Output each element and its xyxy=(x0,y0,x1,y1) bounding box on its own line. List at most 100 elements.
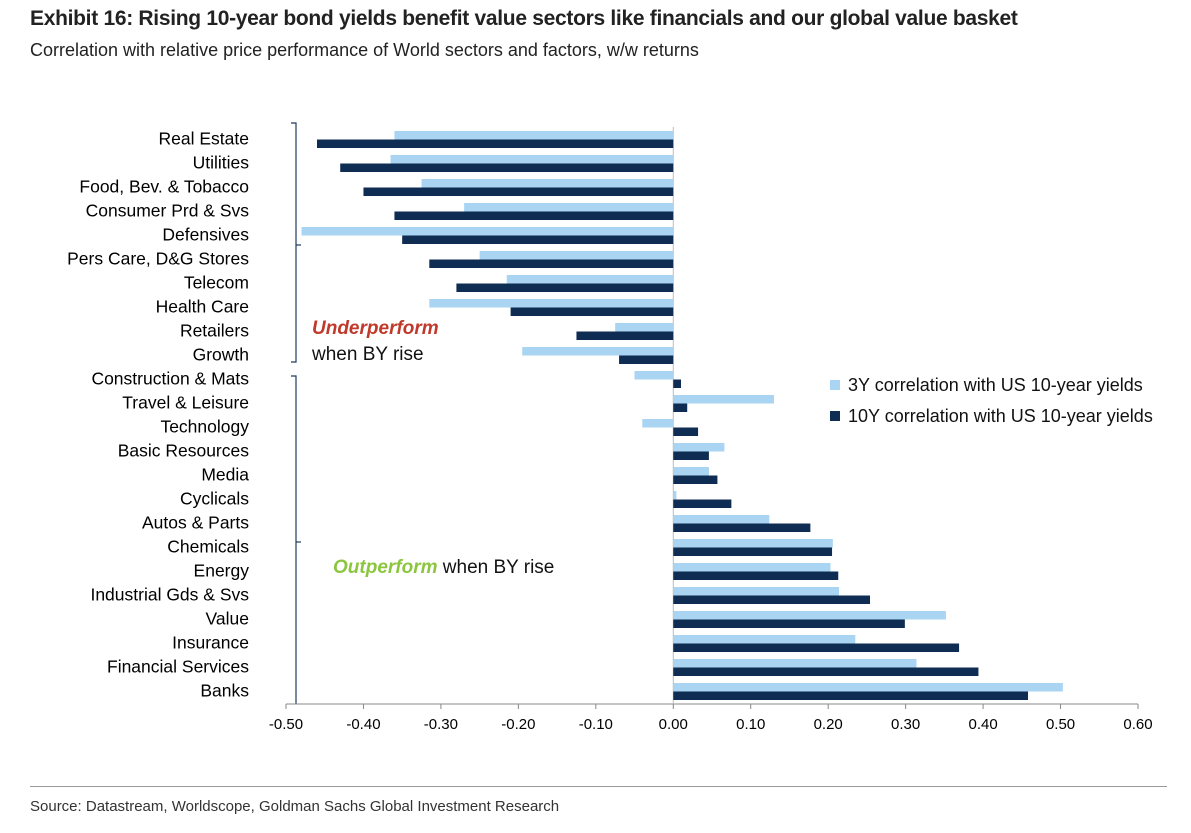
y-tick-label: Telecom xyxy=(184,273,249,293)
y-tick-label: Health Care xyxy=(156,297,249,317)
bar xyxy=(673,547,833,556)
annotation: Underperform when BY rise xyxy=(312,316,512,368)
bar xyxy=(673,587,840,596)
legend-item: 10Y correlation with US 10-year yields xyxy=(830,403,1160,429)
bar xyxy=(576,331,674,340)
x-tick-label: 0.10 xyxy=(736,716,765,733)
bar xyxy=(673,443,725,452)
bar xyxy=(421,179,674,188)
y-tick-label: Autos & Parts xyxy=(142,513,249,533)
x-tick-label: 0.20 xyxy=(814,716,843,733)
y-tick-label: Pers Care, D&G Stores xyxy=(67,249,249,269)
bar xyxy=(673,643,960,652)
y-tick-label: Retailers xyxy=(180,321,249,341)
bar xyxy=(673,667,979,676)
y-tick-label: Growth xyxy=(193,345,249,365)
x-tick-label: 0.50 xyxy=(1046,716,1075,733)
y-tick-label: Basic Resources xyxy=(118,441,250,461)
bar xyxy=(673,595,871,604)
y-tick-label: Technology xyxy=(160,417,249,437)
bar xyxy=(673,635,856,644)
bar xyxy=(464,203,674,212)
bar xyxy=(673,619,905,628)
bar xyxy=(619,355,674,364)
y-tick-label: Industrial Gds & Svs xyxy=(90,585,249,605)
y-tick-label: Cyclicals xyxy=(180,489,249,509)
bar xyxy=(479,251,674,260)
legend: 3Y correlation with US 10-year yields 10Y… xyxy=(830,372,1160,434)
bar xyxy=(673,659,917,668)
bar xyxy=(615,323,674,332)
y-tick-label: Utilities xyxy=(193,153,250,173)
bar xyxy=(673,467,709,476)
legend-swatch xyxy=(830,380,840,390)
y-tick-label: Real Estate xyxy=(159,129,249,149)
chart-title: Exhibit 16: Rising 10-year bond yields b… xyxy=(30,7,1018,30)
y-tick-label: Value xyxy=(206,609,249,629)
bracket xyxy=(291,375,297,704)
divider xyxy=(30,786,1167,787)
bar xyxy=(456,283,674,292)
x-tick-label: -0.30 xyxy=(424,716,458,733)
bar xyxy=(402,235,674,244)
bar xyxy=(510,307,674,316)
y-tick-label: Banks xyxy=(200,681,249,701)
x-tick-label: -0.50 xyxy=(269,716,303,733)
x-tick-label: -0.20 xyxy=(501,716,535,733)
y-tick-label: Consumer Prd & Svs xyxy=(86,201,250,221)
y-tick-label: Insurance xyxy=(172,633,249,653)
y-tick-label: Food, Bev. & Tobacco xyxy=(79,177,249,197)
bracket xyxy=(291,122,297,363)
bar xyxy=(673,691,1029,700)
y-tick-label: Travel & Leisure xyxy=(122,393,249,413)
bar xyxy=(390,155,674,164)
bar xyxy=(673,563,831,572)
x-tick-label: 0.60 xyxy=(1123,716,1152,733)
x-tick-label: 0.30 xyxy=(891,716,920,733)
y-tick-label: Media xyxy=(201,465,249,485)
bar xyxy=(673,451,709,460)
x-tick-label: -0.40 xyxy=(346,716,380,733)
bar xyxy=(642,419,674,428)
x-tick-label: 0.40 xyxy=(968,716,997,733)
legend-label: 3Y correlation with US 10-year yields xyxy=(848,375,1143,395)
bar xyxy=(673,523,811,532)
bar xyxy=(429,259,674,268)
bar xyxy=(363,187,674,196)
annotation-emphasis: Outperform xyxy=(333,557,438,578)
bar xyxy=(673,427,699,436)
bar xyxy=(394,211,674,220)
annotation: Outperform when BY rise xyxy=(333,555,573,581)
source-note: Source: Datastream, Worldscope, Goldman … xyxy=(30,798,560,815)
bar xyxy=(429,299,674,308)
bar xyxy=(394,131,674,140)
bar xyxy=(301,227,674,236)
y-tick-label: Energy xyxy=(194,561,250,581)
bar xyxy=(522,347,674,356)
bar xyxy=(673,611,946,620)
legend-swatch xyxy=(830,411,840,421)
annotation-text: when BY rise xyxy=(312,344,424,365)
bar xyxy=(673,403,688,412)
bar xyxy=(673,499,732,508)
x-tick-label: -0.10 xyxy=(579,716,613,733)
legend-label: 10Y correlation with US 10-year yields xyxy=(848,406,1153,426)
bar xyxy=(673,379,682,388)
bar xyxy=(340,163,674,172)
bar xyxy=(634,371,674,380)
bar xyxy=(506,275,674,284)
legend-item: 3Y correlation with US 10-year yields xyxy=(830,372,1160,398)
chart-subtitle: Correlation with relative price performa… xyxy=(30,40,699,60)
annotation-text: when BY rise xyxy=(442,557,555,578)
bar xyxy=(673,539,833,548)
bar xyxy=(673,491,677,500)
bar xyxy=(316,139,674,148)
x-tick-label: 0.00 xyxy=(659,716,688,733)
bar xyxy=(673,475,718,484)
bar xyxy=(673,571,839,580)
annotation-emphasis: Underperform xyxy=(312,318,439,339)
bar xyxy=(673,395,774,404)
y-tick-label: Financial Services xyxy=(107,657,249,677)
